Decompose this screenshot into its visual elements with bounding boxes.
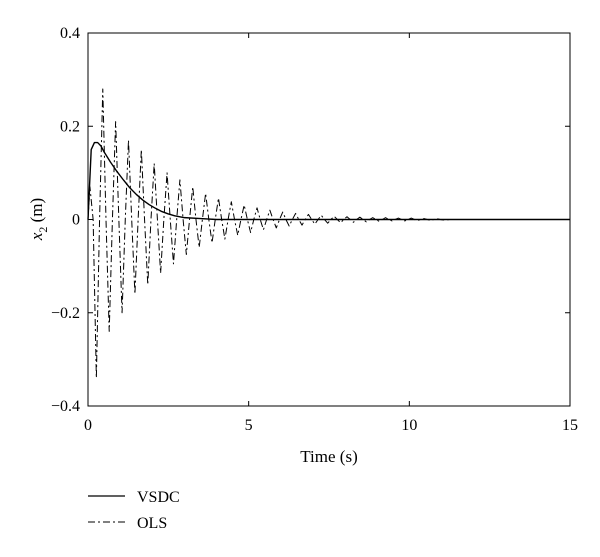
legend: VSDC OLS [88,489,180,532]
y-tick-label: 0.4 [60,25,80,42]
y-axis-label-unit: (m) [27,198,46,227]
y-tick-label: 0 [72,212,80,229]
x-tick-label: 5 [245,417,253,434]
y-axis-label-sub: 2 [36,227,50,233]
y-tick-label: −0.2 [51,305,80,322]
x-tick-label: 15 [562,417,578,434]
legend-label-vsdc: VSDC [137,489,180,506]
x-axis-label: Time (s) [300,447,357,466]
y-tick-label: 0.2 [60,118,80,135]
x-tick-label: 10 [401,417,417,434]
y-tick-label: −0.4 [51,398,80,415]
y-axis-label-var: x [27,232,46,241]
axis-ticks: 0 5 10 15 0.4 0.2 0 −0.2 −0.4 [51,25,578,434]
series-group [87,88,570,379]
series-line-ols [87,88,570,379]
x-tick-label: 0 [84,417,92,434]
y-axis-label: x2 (m) [27,198,50,241]
legend-label-ols: OLS [137,515,167,532]
